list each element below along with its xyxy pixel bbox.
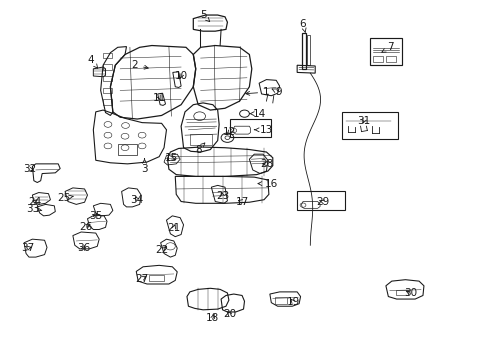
Bar [103, 76, 112, 81]
Text: 22: 22 [155, 245, 168, 255]
Text: 34: 34 [130, 195, 143, 205]
Text: 6: 6 [299, 19, 305, 32]
Bar [103, 99, 112, 105]
Text: 18: 18 [206, 313, 219, 323]
Text: 29: 29 [315, 197, 328, 207]
Bar [302, 33, 305, 69]
Text: 4: 4 [87, 55, 98, 68]
Bar [103, 87, 112, 93]
Bar [385, 56, 395, 62]
Bar [149, 275, 163, 281]
Text: 27: 27 [135, 274, 148, 284]
Bar [306, 35, 309, 65]
Bar [341, 112, 397, 139]
Text: 35: 35 [89, 211, 102, 221]
Text: 8: 8 [194, 143, 204, 154]
Text: 9: 9 [271, 87, 282, 97]
Text: 7: 7 [381, 42, 393, 52]
Text: 11: 11 [152, 93, 165, 103]
Text: 13: 13 [254, 125, 272, 135]
Text: 33: 33 [26, 204, 42, 214]
Bar [118, 144, 137, 155]
Text: 20: 20 [223, 310, 236, 319]
Text: 30: 30 [403, 288, 416, 298]
Text: 19: 19 [286, 297, 299, 307]
Text: 5: 5 [199, 10, 209, 22]
Text: 16: 16 [258, 179, 277, 189]
Text: 25: 25 [58, 193, 73, 203]
Text: 23: 23 [216, 191, 229, 201]
Text: 28: 28 [259, 159, 272, 169]
Bar [103, 53, 112, 58]
Text: 21: 21 [167, 224, 180, 233]
Text: 3: 3 [141, 159, 147, 174]
Text: 15: 15 [164, 153, 178, 163]
Text: 17: 17 [235, 197, 248, 207]
Bar [369, 39, 401, 65]
Text: 37: 37 [21, 243, 34, 253]
Bar [189, 134, 211, 145]
Bar [296, 191, 345, 211]
Text: 14: 14 [249, 109, 265, 119]
Text: 26: 26 [79, 222, 92, 231]
Bar [395, 290, 407, 296]
Text: 31: 31 [357, 116, 370, 126]
Text: 10: 10 [174, 71, 187, 81]
Text: 24: 24 [28, 197, 41, 207]
Text: 12: 12 [223, 127, 236, 136]
Bar [103, 64, 112, 70]
Bar [229, 119, 271, 137]
Text: 1: 1 [245, 87, 269, 97]
Text: 36: 36 [77, 243, 90, 253]
Bar [372, 56, 382, 62]
Bar [274, 297, 286, 304]
Text: 32: 32 [23, 164, 37, 174]
Text: 2: 2 [131, 60, 148, 70]
